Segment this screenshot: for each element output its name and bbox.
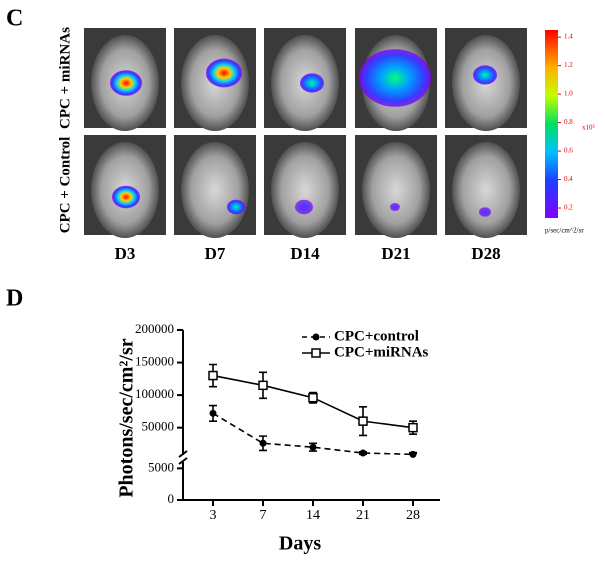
image-grid (84, 28, 527, 238)
row-label: CPC + Control (57, 137, 73, 234)
column-label: D28 (471, 244, 500, 263)
y-tick-label: 150000 (135, 354, 174, 369)
mouse-body (362, 142, 430, 238)
colorbar-tick-label: 1.0 (564, 90, 573, 98)
column-label: D7 (205, 244, 226, 263)
panel-label: D (6, 286, 23, 312)
data-point (258, 380, 268, 391)
legend-marker (312, 333, 320, 341)
legend-label: CPC+control (334, 328, 419, 344)
data-point (359, 449, 367, 457)
x-tick-label: 7 (260, 508, 267, 523)
colorbar-tick-label: 0.2 (564, 204, 573, 212)
y-tick-label: 200000 (135, 321, 174, 336)
colorbar-tick-label: 0.6 (564, 147, 573, 155)
y-axis-label: Photons/sec/cm²/sr (116, 338, 138, 497)
signal (227, 199, 245, 215)
panel-label: C (6, 6, 23, 32)
colorbar (545, 30, 558, 218)
colorbar-tick-label: 0.8 (564, 118, 573, 126)
data-point (308, 392, 318, 403)
row-label: CPC + miRNAs (57, 27, 73, 129)
x-axis-label: Days (279, 533, 321, 555)
x-tick-label: 28 (406, 508, 420, 523)
signal (359, 49, 431, 107)
series-line (212, 412, 414, 456)
y-tick-label: 5000 (148, 459, 174, 474)
x-tick-label: 14 (306, 508, 320, 523)
signal (112, 185, 140, 209)
data-point (259, 439, 267, 447)
data-point (209, 409, 217, 417)
data-point (408, 422, 418, 433)
x-tick-label: 3 (210, 508, 217, 523)
signal (473, 65, 497, 85)
column-label: D21 (381, 244, 410, 263)
axis-break (178, 450, 188, 458)
signal (110, 70, 142, 96)
data-point (409, 450, 417, 458)
mouse-body (271, 142, 339, 238)
signal (295, 199, 313, 215)
colorbar-multiplier: x10⁵ (582, 124, 596, 132)
mouse-body (452, 142, 520, 238)
legend-label: CPC+miRNAs (334, 344, 429, 360)
signal (300, 73, 324, 93)
legend-marker (311, 348, 321, 358)
colorbar-tick-label: 1.2 (564, 61, 573, 69)
axis-break (178, 457, 188, 465)
x-tick-label: 21 (356, 508, 370, 523)
y-tick-label: 100000 (135, 386, 174, 401)
data-point (208, 370, 218, 381)
data-point (309, 443, 317, 451)
mouse-body (181, 142, 249, 238)
signal (390, 203, 400, 211)
y-tick-label: 50000 (142, 419, 175, 434)
colorbar-unit: p/sec/cm^2/sr (545, 227, 584, 235)
signal (206, 58, 242, 88)
colorbar-tick-label: 1.4 (564, 33, 573, 41)
signal (479, 207, 491, 217)
column-label: D3 (115, 244, 136, 263)
data-point (358, 416, 368, 426)
column-label: D14 (290, 244, 320, 263)
colorbar-tick-label: 0.4 (564, 175, 573, 183)
y-tick-label: 0 (168, 491, 175, 506)
